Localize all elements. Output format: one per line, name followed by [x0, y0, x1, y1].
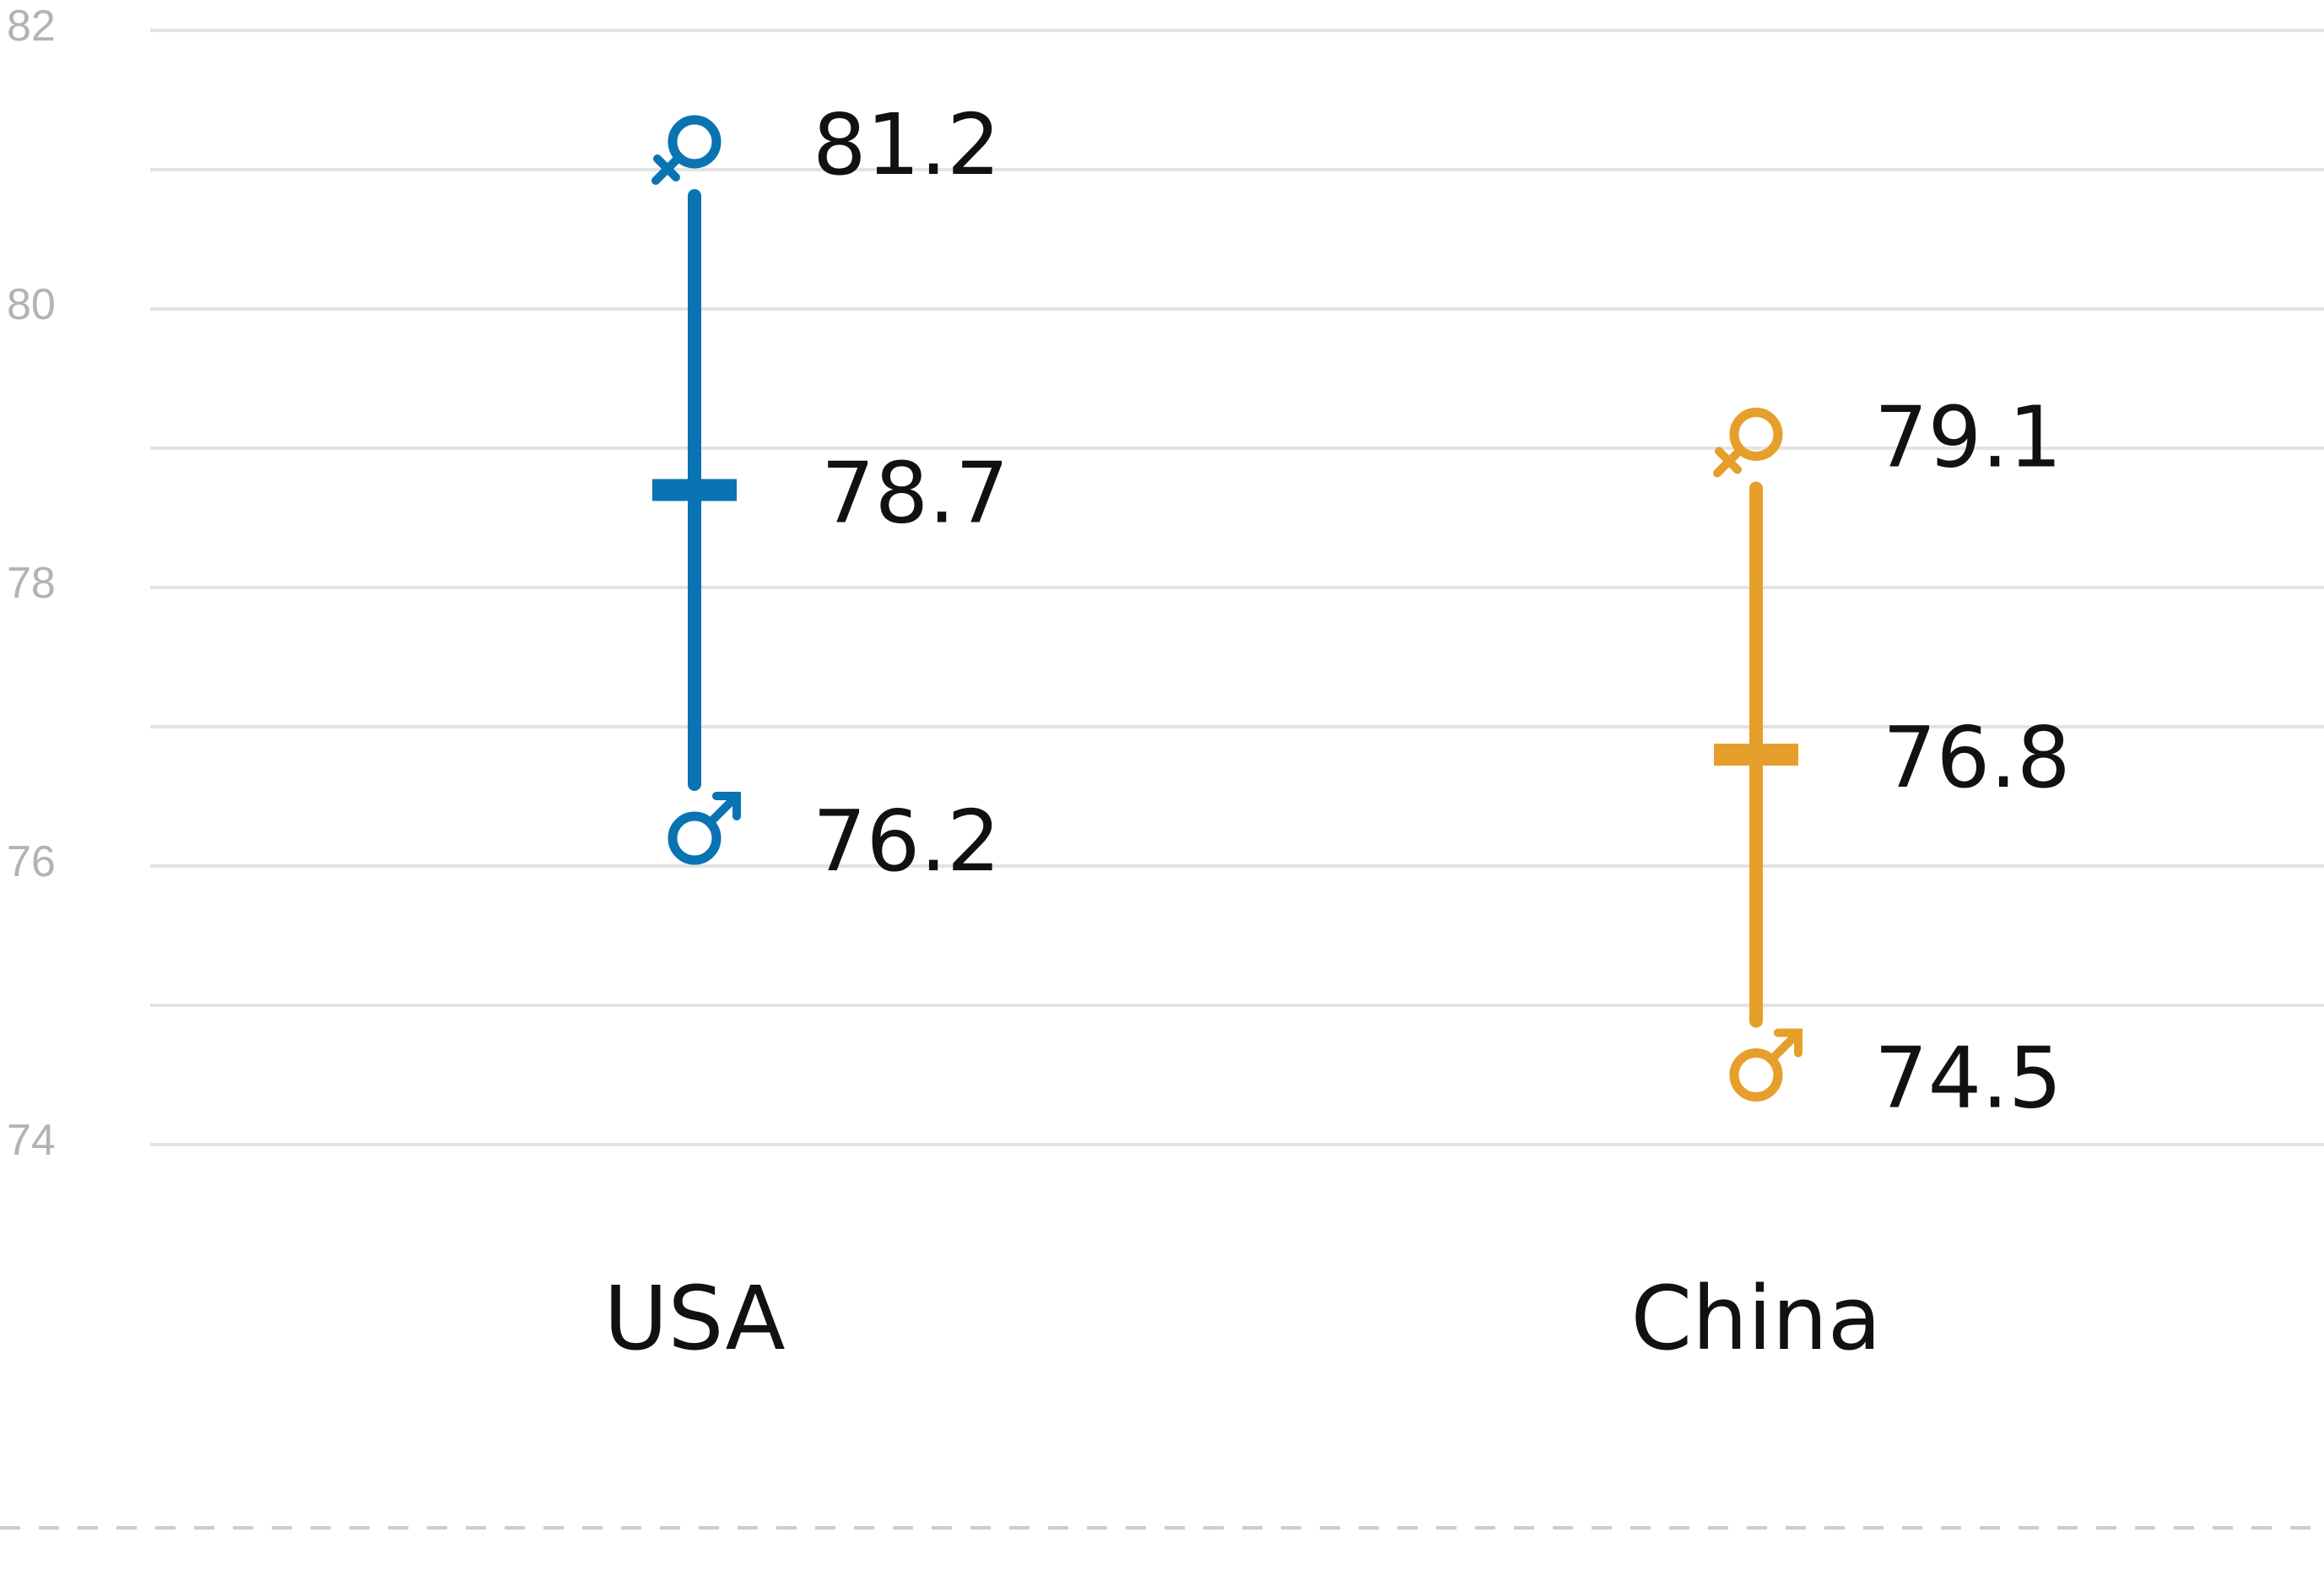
- value-label-female: 81.2: [813, 95, 1001, 194]
- average-tick: [652, 479, 737, 501]
- average-tick: [1714, 744, 1798, 766]
- grid: [150, 29, 2324, 1146]
- category-label: China: [1630, 1267, 1881, 1370]
- y-tick-label: 80: [7, 280, 56, 329]
- y-tick-label: 78: [7, 559, 56, 608]
- x-axis: USA China: [603, 1267, 1881, 1370]
- y-tick-label: 82: [7, 2, 56, 51]
- y-tick-label: 74: [7, 1116, 56, 1165]
- value-label-average: 76.8: [1883, 708, 2071, 807]
- value-label-average: 78.7: [821, 444, 1009, 543]
- female-symbol-icon: [651, 115, 722, 185]
- plot-area: 81.2 78.7 76.2 79.1 76.8 74.5: [651, 95, 2071, 1128]
- category-label: USA: [603, 1267, 785, 1370]
- male-symbol-icon: [1729, 1028, 1802, 1102]
- y-axis: 74 76 78 80 82: [7, 2, 56, 1165]
- value-label-male: 74.5: [1874, 1029, 2062, 1128]
- female-symbol-icon: [1713, 408, 1783, 478]
- value-label-female: 79.1: [1874, 388, 2062, 487]
- value-label-male: 76.2: [813, 792, 1001, 891]
- male-symbol-icon: [667, 792, 741, 865]
- y-tick-label: 76: [7, 837, 56, 886]
